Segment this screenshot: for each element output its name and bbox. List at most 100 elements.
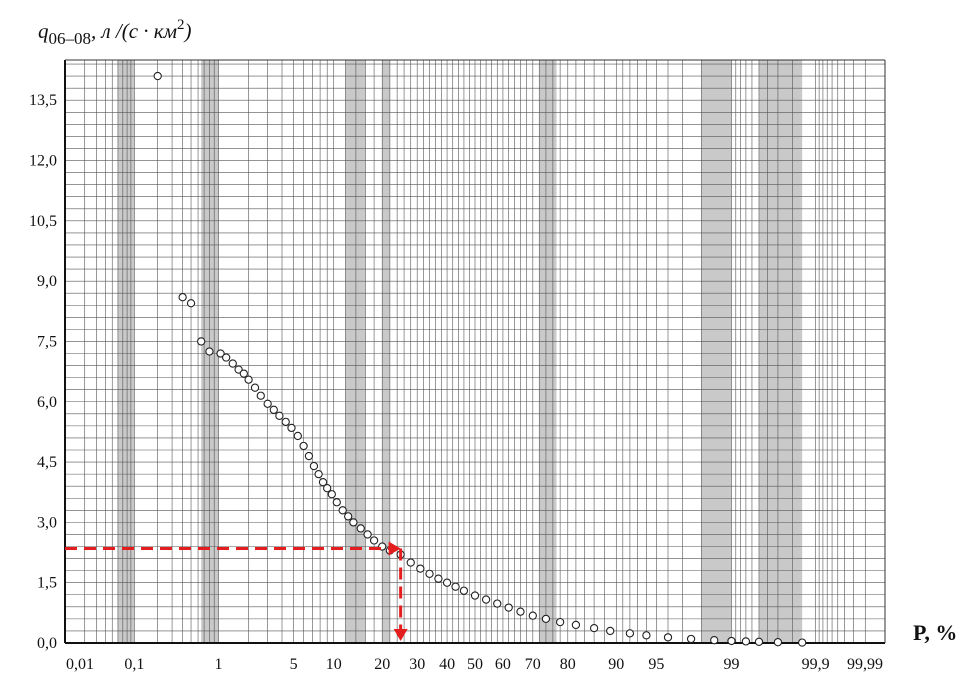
y-tick-label: 6,0 xyxy=(37,394,57,411)
data-point xyxy=(269,405,278,414)
data-point xyxy=(186,299,196,308)
data-point xyxy=(178,293,187,302)
data-point xyxy=(625,629,635,638)
data-point xyxy=(228,359,237,368)
data-point xyxy=(589,623,599,633)
data-point xyxy=(263,399,272,408)
data-point xyxy=(369,536,379,545)
data-point xyxy=(470,591,480,600)
data-point xyxy=(338,506,347,515)
data-point xyxy=(773,638,783,647)
gridlines xyxy=(64,60,885,643)
annotation-arrowhead-right xyxy=(388,541,401,556)
y-axis-label-units: , л /(с · км xyxy=(91,19,177,43)
y-tick-label: 3,0 xyxy=(37,514,57,531)
y-tick-label: 9,0 xyxy=(37,273,57,290)
x-tick-label: 30 xyxy=(409,656,425,673)
data-point xyxy=(356,524,365,533)
x-tick-label: 50 xyxy=(467,656,483,673)
data-point xyxy=(727,636,736,646)
x-tick-label: 1 xyxy=(215,656,223,673)
shaded-band xyxy=(345,60,366,643)
data-point xyxy=(434,574,443,583)
shaded-band xyxy=(701,60,732,643)
y-tick-label: 1,5 xyxy=(37,575,57,592)
y-tick-label: 4,5 xyxy=(37,454,57,471)
data-point xyxy=(606,626,615,636)
data-point xyxy=(754,637,764,646)
data-point xyxy=(216,349,225,358)
annotation-arrowhead-down xyxy=(393,629,408,641)
data-point xyxy=(250,383,260,392)
data-point xyxy=(442,578,452,587)
data-point xyxy=(239,369,248,378)
data-point xyxy=(541,614,551,624)
data-point xyxy=(349,518,358,527)
y-axis-label-subscript: 06–08 xyxy=(49,29,92,48)
data-point xyxy=(663,633,673,642)
data-point xyxy=(256,391,265,400)
data-point xyxy=(406,558,415,567)
data-point xyxy=(222,353,231,362)
data-point xyxy=(459,586,469,595)
y-tick-labels: 0,0 1,5 3,0 4,5 6,0 7,5 9,0 10,5 12,0 13,5 xyxy=(29,92,57,652)
x-tick-label: 99,99 xyxy=(847,656,883,673)
data-point xyxy=(323,484,332,493)
x-tick-label: 99 xyxy=(723,656,739,673)
data-point xyxy=(327,490,336,499)
y-tick-label: 7,5 xyxy=(37,333,57,350)
shaded-band xyxy=(539,60,557,643)
x-tick-label: 40 xyxy=(439,656,455,673)
data-point xyxy=(493,599,502,608)
y-tick-label: 0,0 xyxy=(37,635,57,652)
shaded-bands xyxy=(117,60,803,643)
x-tick-label: 0,1 xyxy=(124,656,144,673)
data-point xyxy=(332,498,341,507)
shaded-band xyxy=(117,60,135,643)
data-point xyxy=(287,423,296,433)
data-point xyxy=(344,512,353,521)
y-tick-label: 10,5 xyxy=(29,213,57,230)
shaded-band xyxy=(758,60,803,643)
data-point xyxy=(516,607,525,616)
data-point xyxy=(275,411,284,420)
y-axis-label: q06–08, л /(с · км2) xyxy=(38,17,192,48)
data-point xyxy=(314,469,323,479)
y-tick-label: 12,0 xyxy=(29,153,57,170)
y-axis-label-superscript: 2 xyxy=(177,17,185,33)
x-tick-label: 60 xyxy=(495,656,511,673)
data-point xyxy=(318,478,328,487)
data-point xyxy=(710,636,719,645)
data-point xyxy=(304,451,314,461)
x-tick-labels: 0,01 0,1 1 5 10 20 30 40 50 60 70 80 90 95 99 99,9 99,99 xyxy=(66,656,883,673)
probability-annotation xyxy=(65,541,408,641)
data-point xyxy=(425,569,434,578)
y-tick-label: 13,5 xyxy=(29,92,57,109)
data-point xyxy=(571,620,581,630)
x-tick-label: 10 xyxy=(326,656,342,673)
data-point xyxy=(642,631,651,640)
data-point xyxy=(205,347,214,356)
data-point xyxy=(798,638,807,647)
data-point xyxy=(741,637,751,646)
data-point xyxy=(309,461,319,471)
data-point xyxy=(555,617,565,627)
data-point xyxy=(293,431,302,441)
data-point xyxy=(153,71,162,81)
data-point xyxy=(197,337,206,346)
data-point xyxy=(481,595,491,604)
x-tick-label: 20 xyxy=(374,656,390,673)
shaded-band xyxy=(382,60,390,643)
data-point xyxy=(363,530,372,539)
data-point xyxy=(281,417,290,427)
y-axis-label-close: ) xyxy=(184,19,192,43)
x-tick-label: 0,01 xyxy=(66,656,94,673)
x-tick-label: 70 xyxy=(525,656,541,673)
x-tick-label: 80 xyxy=(560,656,576,673)
data-point xyxy=(299,441,308,451)
data-point xyxy=(451,582,460,591)
x-axis-label: P, % xyxy=(913,620,957,645)
data-point xyxy=(504,603,513,612)
x-tick-label: 99,9 xyxy=(802,656,830,673)
